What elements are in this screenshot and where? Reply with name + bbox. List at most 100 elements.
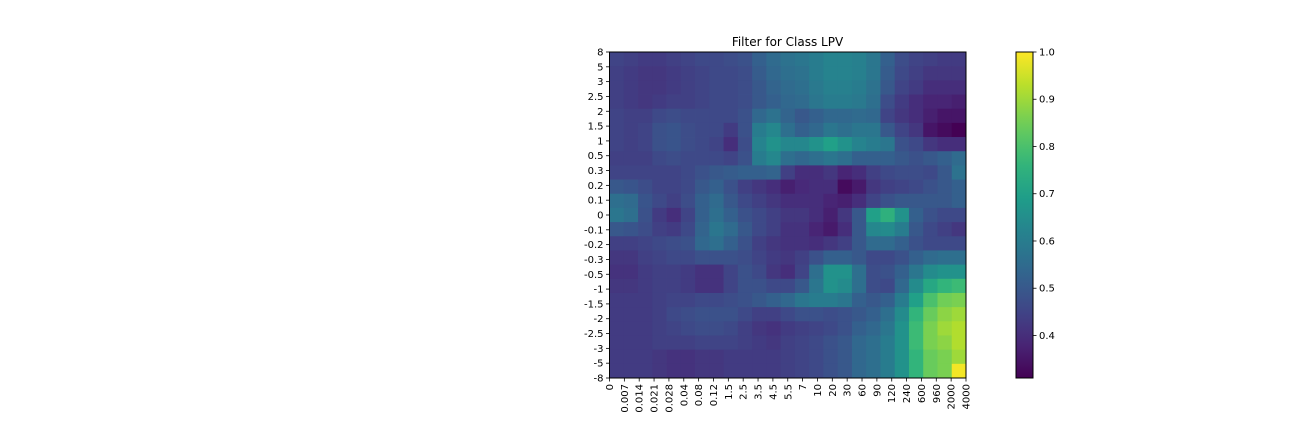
heatmap-cell [809,363,824,379]
heatmap-cell [851,222,867,237]
heatmap-cell [652,165,667,180]
heatmap-cell [680,165,696,180]
heatmap-cell [695,94,710,110]
heatmap-cell [809,307,824,322]
heatmap-cell [695,307,710,322]
heatmap-cell [937,363,953,379]
x-tick-label: 0.014 [635,384,646,413]
heatmap-cell [609,278,625,294]
heatmap-cell [737,179,753,195]
heatmap-cell [766,236,782,251]
heatmap-cell [780,66,796,81]
heatmap-cell [652,236,667,251]
heatmap-cell [937,137,953,152]
heatmap-cell [951,278,967,294]
heatmap-cell [752,122,767,138]
heatmap-cell [923,236,938,251]
heatmap-cell [908,52,924,67]
heatmap-cell [851,321,867,336]
heatmap-cell [809,292,824,308]
heatmap-cell [923,222,938,237]
heatmap-cell [894,349,910,365]
heatmap-cell [766,278,782,294]
x-tick-label: 0.028 [664,384,675,413]
heatmap-cell [766,349,782,365]
heatmap-cell [695,363,710,379]
heatmap-cell [723,363,739,379]
heatmap-cell [837,80,853,95]
heatmap-cell [609,122,625,138]
heatmap-cell [809,349,824,365]
heatmap-cell [851,165,867,180]
heatmap-cell [752,179,767,195]
heatmap-cell [866,94,881,110]
heatmap-cell [752,278,767,294]
heatmap-cell [780,193,796,209]
heatmap-cell [908,179,924,195]
heatmap-cell [937,264,953,280]
heatmap-cell [752,80,767,95]
heatmap-cell [666,236,682,251]
heatmap-cell [894,292,910,308]
heatmap-cell [837,292,853,308]
heatmap-cell [695,207,710,223]
heatmap-cell [638,292,653,308]
heatmap-cell [937,250,953,265]
heatmap-cell [709,264,724,280]
heatmap-cell [951,250,967,265]
heatmap-cell [638,122,653,138]
heatmap-cell [908,292,924,308]
heatmap-cell [851,236,867,251]
heatmap-cell [695,66,710,81]
heatmap-cell [823,108,839,124]
heatmap-cell [652,349,667,365]
heatmap-cell [766,94,782,110]
heatmap-cell [894,250,910,265]
heatmap-cell [638,151,653,166]
heatmap-cell [951,137,967,152]
heatmap-cell [737,108,753,124]
heatmap-cell [609,335,625,351]
heatmap-cell [609,108,625,124]
x-tick-label: 20 [828,384,839,397]
heatmap-cell [951,108,967,124]
heatmap-cell [695,122,710,138]
heatmap-cell [723,264,739,280]
heatmap-cell [894,193,910,209]
heatmap-cell [709,94,724,110]
heatmap-cell [666,52,682,67]
x-tick-label: 4.5 [768,384,779,400]
heatmap-cell [894,264,910,280]
heatmap-cell [638,335,653,351]
heatmap-cell [623,165,639,180]
heatmap-cell [794,193,810,209]
heatmap-cell [823,335,839,351]
y-tick-label: -0.1 [584,225,604,236]
x-tick-label: 240 [902,384,913,403]
heatmap-cell [809,151,824,166]
heatmap-cell [794,207,810,223]
heatmap-cell [951,193,967,209]
heatmap-cell [809,108,824,124]
heatmap-cell [623,335,639,351]
heatmap-cell [794,222,810,237]
heatmap-cell [609,52,625,67]
x-tick-label: 7 [798,384,809,390]
heatmap-cell [851,207,867,223]
heatmap-cell [623,66,639,81]
heatmap-cell [837,52,853,67]
heatmap-cell [780,250,796,265]
heatmap-cell [752,292,767,308]
heatmap-cell [794,321,810,336]
heatmap-cell [851,292,867,308]
heatmap-cell [809,278,824,294]
heatmap-cell [880,179,896,195]
heatmap-cell [623,52,639,67]
heatmap-cell [866,349,881,365]
heatmap-cell [652,335,667,351]
heatmap-cell [937,165,953,180]
x-tick-label: 4000 [962,384,973,409]
heatmap-cell [737,250,753,265]
heatmap-cell [638,250,653,265]
heatmap-cell [837,363,853,379]
